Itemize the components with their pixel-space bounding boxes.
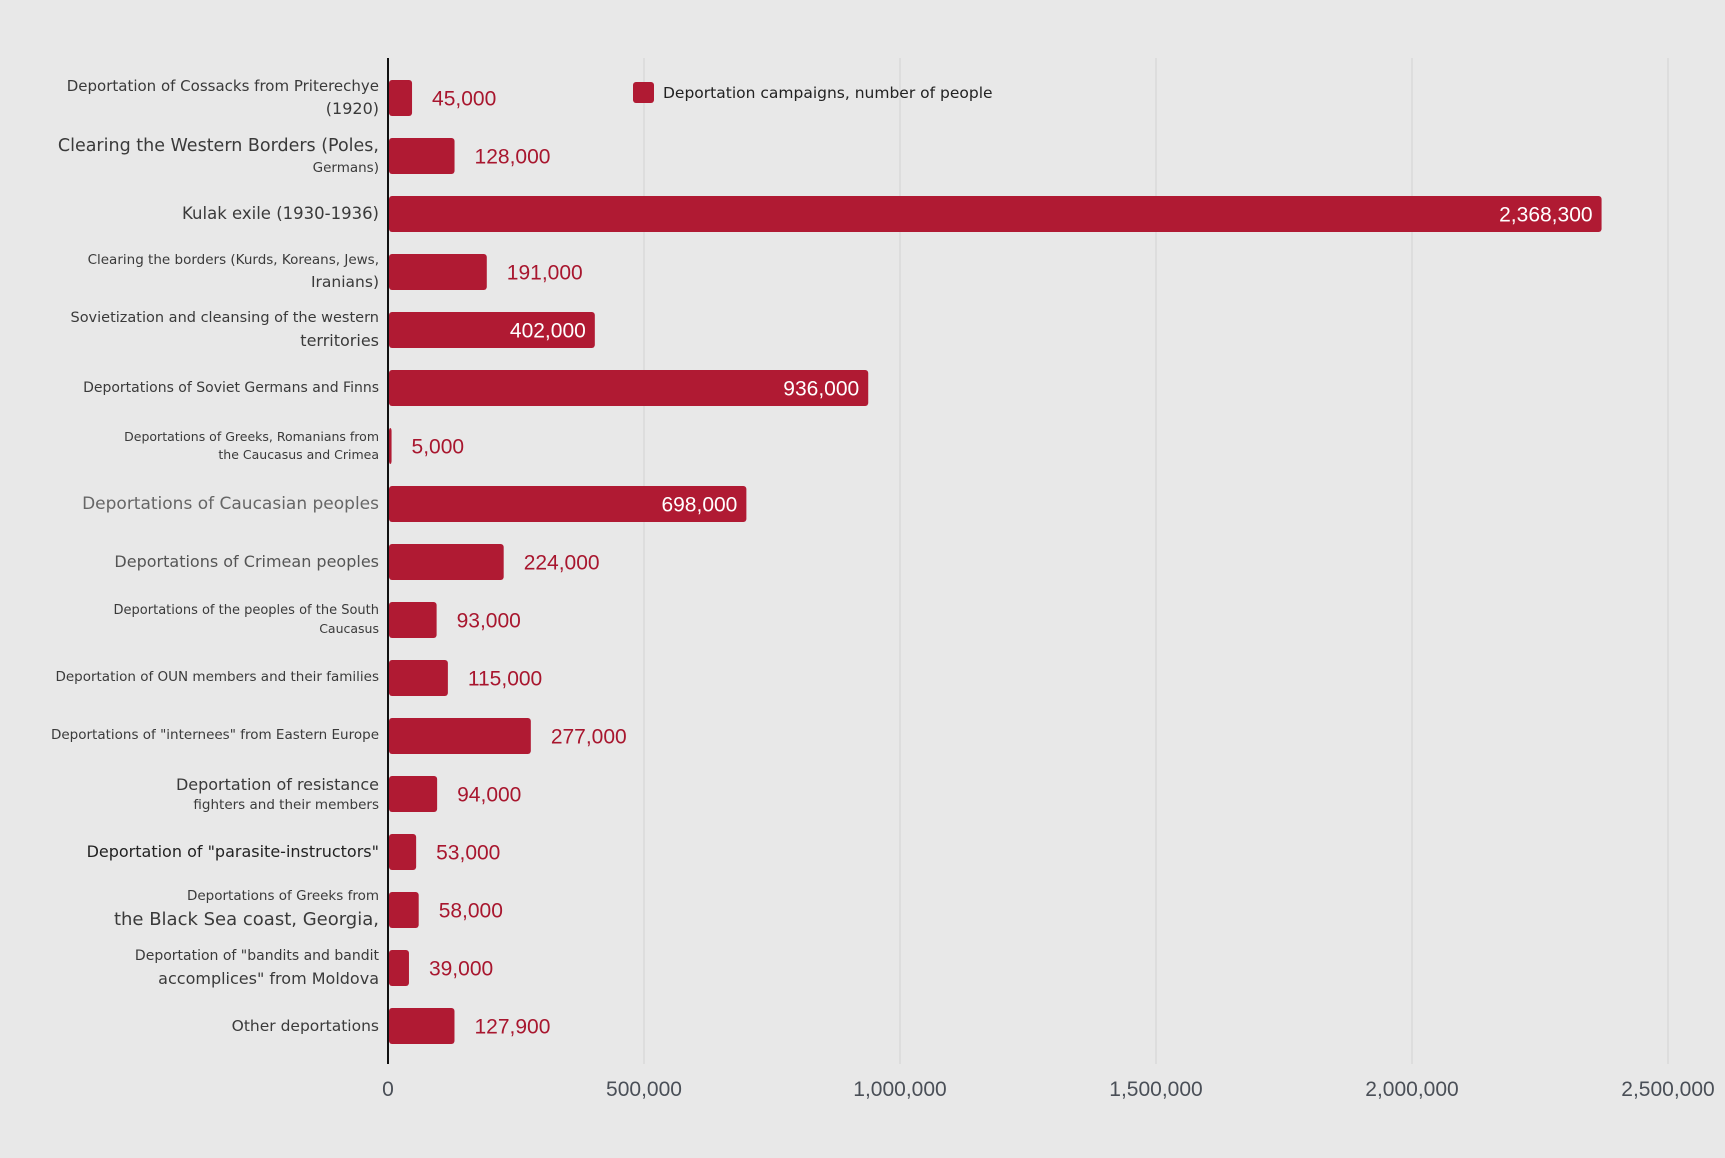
data-label: 45,000 [432, 88, 496, 111]
x-tick-label: 500,000 [606, 1078, 682, 1101]
data-label: 53,000 [436, 842, 500, 865]
category-label: Deportations of Greeks, Romanians from th… [124, 428, 379, 464]
legend: Deportation campaigns, number of people [633, 82, 993, 103]
bar [389, 660, 448, 696]
category-label-line: Deportations of Soviet Germans and Finns [83, 379, 379, 396]
bar [389, 1008, 455, 1044]
data-label: 224,000 [524, 552, 600, 575]
category-label: Deportations of "internees" from Eastern… [51, 726, 379, 746]
data-label: 191,000 [507, 262, 583, 285]
bars [389, 80, 1602, 1044]
category-label: Deportations of Soviet Germans and Finns [83, 378, 379, 398]
category-label-line: fighters and their members [193, 796, 379, 813]
category-label-line: Clearing the Western Borders (Poles, [57, 135, 379, 156]
data-label: 115,000 [468, 668, 542, 691]
x-tick-label: 2,500,000 [1621, 1078, 1714, 1101]
category-label-line: the Caucasus and Crimea [218, 447, 379, 462]
bar [389, 196, 1602, 232]
bar [389, 544, 504, 580]
data-label: 93,000 [457, 610, 521, 633]
category-label-line: Deportation of Cossacks from Priterechye [66, 76, 379, 95]
category-label: Deportation of "bandits and bandit accomp… [135, 946, 379, 989]
category-label-line: Kulak exile (1930-1936) [182, 204, 379, 224]
category-label-line: Deportation of OUN members and their fam… [55, 669, 379, 686]
x-tick-label: 1,000,000 [853, 1078, 946, 1101]
category-label: Clearing the Western Borders (Poles, Germ… [58, 134, 379, 179]
x-tick-label: 1,500,000 [1109, 1078, 1202, 1101]
category-label: Deportation of resistance fighters and th… [176, 773, 379, 816]
data-label: 402,000 [510, 320, 586, 343]
category-label: Deportations of Greeks from the Black Sea… [114, 887, 379, 933]
category-label: Deportation of Cossacks from Priterechye… [67, 76, 379, 121]
category-label: Deportation of OUN members and their fam… [55, 668, 379, 688]
category-label-line: the Black Sea coast, Georgia, [113, 908, 379, 930]
category-label-line: Deportation of "parasite-instructors" [86, 842, 379, 862]
category-label: Sovietization and cleansing of the weste… [70, 308, 379, 352]
category-label: Other deportations [232, 1015, 379, 1037]
bar [389, 312, 595, 348]
category-label-line: Germans) [312, 159, 379, 176]
category-label-line: Other deportations [231, 1016, 379, 1035]
category-label: Kulak exile (1930-1936) [182, 202, 379, 226]
data-label: 5,000 [412, 436, 465, 459]
data-label: 39,000 [429, 958, 493, 981]
category-label-line: Deportation of resistance [175, 774, 379, 794]
category-label-line: Caucasus [319, 621, 379, 637]
category-label-line: accomplices" from Moldova [158, 968, 379, 988]
category-label: Clearing the borders (Kurds, Koreans, Je… [88, 251, 379, 293]
x-axis-ticks: 0 500,000 1,000,000 1,500,000 2,000,000 2,500… [382, 1078, 1715, 1101]
data-label: 277,000 [551, 726, 627, 749]
bar [389, 80, 413, 116]
bar [389, 776, 438, 812]
bar [389, 718, 531, 754]
category-label: Deportations of Crimean peoples [114, 550, 379, 573]
x-tick-label: 2,000,000 [1365, 1078, 1458, 1101]
legend-swatch-icon [633, 82, 654, 103]
data-label: 94,000 [457, 784, 521, 807]
category-label-line: Deportations of "internees" from Eastern… [50, 727, 379, 744]
category-label-line: Deportations of Greeks from [186, 888, 379, 905]
data-label: 58,000 [439, 900, 503, 923]
category-label-line: Deportations of Greeks, Romanians from [124, 428, 379, 444]
category-label-line: Deportations of the peoples of the South [113, 602, 379, 618]
category-label-line: (1920) [325, 99, 379, 119]
data-labels: 45,000 128,000 2,368,300 191,000 402,000 936,… [412, 88, 1593, 1039]
legend-label: Deportation campaigns, number of people [663, 83, 993, 102]
category-label: Deportations of the peoples of the South… [114, 602, 379, 639]
bar [389, 138, 455, 174]
category-label-line: Sovietization and cleansing of the weste… [70, 309, 379, 326]
bar [389, 834, 417, 870]
bar [389, 428, 392, 464]
bar [389, 602, 437, 638]
x-tick-label: 0 [382, 1078, 394, 1101]
category-label-line: Deportations of Crimean peoples [114, 552, 379, 572]
category-label-line: territories [300, 330, 379, 350]
bar [389, 950, 409, 986]
data-label: 127,900 [474, 1016, 550, 1039]
category-label-line: Clearing the borders (Kurds, Koreans, Je… [87, 251, 379, 268]
data-label: 2,368,300 [1499, 204, 1592, 227]
data-label: 698,000 [661, 494, 737, 517]
data-label: 936,000 [783, 378, 859, 401]
category-label: Deportations of Caucasian peoples [82, 492, 379, 517]
bar [389, 486, 747, 522]
category-label-line: Deportations of Caucasian peoples [82, 493, 379, 514]
bar [389, 254, 487, 290]
data-label: 128,000 [475, 146, 551, 169]
bar [389, 892, 419, 928]
category-label-line: Deportation of "bandits and bandit [134, 948, 379, 965]
category-label: Deportation of "parasite-instructors" [87, 840, 379, 863]
bar [389, 370, 869, 406]
category-label-line: Iranians) [310, 272, 379, 291]
